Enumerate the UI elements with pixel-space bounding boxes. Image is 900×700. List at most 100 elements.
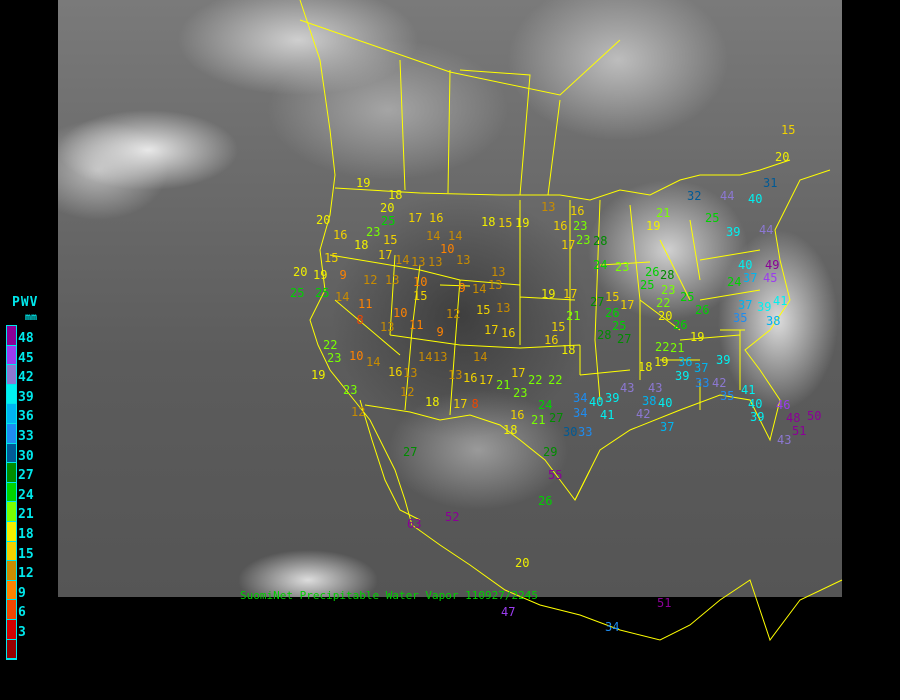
station-value: 25 — [381, 214, 396, 228]
legend-label: 33 — [18, 429, 34, 444]
station-value: 14 — [473, 350, 488, 364]
station-value: 22 — [656, 296, 671, 310]
station-value: 8 — [471, 397, 479, 411]
station-value: 44 — [759, 223, 774, 237]
legend-swatch — [7, 502, 16, 522]
station-value: 24 — [538, 398, 553, 412]
station-value: 18 — [503, 423, 518, 437]
station-value: 15 — [476, 303, 491, 317]
station-value: 26 — [695, 303, 710, 317]
station-value: 51 — [792, 424, 807, 438]
legend-unit: mm — [25, 312, 38, 323]
station-value: 26 — [645, 265, 660, 279]
station-value: 39 — [726, 225, 741, 239]
legend-swatch — [7, 423, 16, 444]
legend-label: 48 — [18, 331, 34, 346]
station-value: 15 — [551, 320, 566, 334]
legend-swatch — [7, 580, 16, 601]
station-value: 13 — [496, 301, 511, 315]
station-value: 21 — [531, 413, 546, 427]
station-value: 15 — [498, 216, 513, 230]
station-value: 38 — [642, 394, 657, 408]
station-value: 28 — [593, 234, 608, 248]
color-scale-bar — [6, 325, 17, 661]
station-value: 40 — [738, 258, 753, 272]
station-value: 13 — [385, 273, 400, 287]
us-mexico-border — [364, 404, 591, 501]
station-value: 16 — [570, 204, 585, 218]
station-value: 55 — [548, 468, 563, 482]
station-value: 18 — [638, 360, 653, 374]
station-value: 15 — [605, 290, 620, 304]
west-coastline — [299, 0, 843, 642]
station-value: 38 — [766, 314, 781, 328]
station-value: 27 — [549, 411, 564, 425]
pwv-legend: PWV mm 48 45 42 39 36 33 30 27 24 21 18 15 12 9 6 3 — [3, 295, 43, 665]
station-value: 23 — [661, 283, 676, 297]
station-value: 10 — [413, 275, 428, 289]
station-value: 17 — [378, 248, 393, 262]
station-value: 13 — [411, 255, 426, 269]
station-value: 48 — [786, 411, 801, 425]
station-value: 25 — [680, 290, 695, 304]
legend-swatch — [7, 365, 16, 385]
station-value: 19 — [356, 176, 371, 190]
station-value: 23 — [343, 383, 358, 397]
station-value: 26 — [605, 306, 620, 320]
station-value: 14 — [418, 350, 433, 364]
station-value: 37 — [743, 271, 758, 285]
station-value: 10 — [393, 306, 408, 320]
station-value: 28 — [597, 328, 612, 342]
station-value: 19 — [646, 219, 661, 233]
station-value: 23 — [576, 233, 591, 247]
station-value: 15 — [413, 289, 428, 303]
station-value: 40 — [748, 192, 763, 206]
station-value: 13 — [403, 366, 418, 380]
station-value: 22 — [548, 373, 563, 387]
station-value: 24 — [593, 258, 608, 272]
legend-label: 45 — [18, 350, 34, 366]
gulf-coast — [574, 169, 831, 501]
station-value: 14 — [395, 253, 410, 267]
station-value: 13 — [488, 278, 503, 292]
legend-label: 12 — [18, 566, 34, 582]
station-value: 34 — [573, 406, 588, 420]
station-value: 11 — [409, 318, 424, 332]
station-value: 14 — [366, 355, 381, 369]
legend-swatch — [7, 482, 16, 503]
station-value: 25 — [315, 286, 330, 300]
station-value: 52 — [445, 510, 460, 524]
station-value: 42 — [712, 376, 727, 390]
station-value: 17 — [408, 211, 423, 225]
station-value: 21 — [670, 341, 685, 355]
station-value: 13 — [456, 253, 471, 267]
map-caption: SuomiNet Precipitable Water Vapor 110927… — [240, 589, 539, 602]
station-value: 32 — [687, 189, 702, 203]
station-value: 39 — [750, 410, 765, 424]
station-value: 41 — [600, 408, 615, 422]
station-value: 18 — [425, 395, 440, 409]
legend-swatch — [7, 541, 16, 562]
legend-label: 30 — [18, 448, 34, 464]
station-value: 13 — [448, 368, 463, 382]
legend-label: 15 — [18, 546, 34, 562]
station-value: 14 — [448, 229, 463, 243]
station-value: 35 — [720, 389, 735, 403]
station-value: 39 — [675, 369, 690, 383]
legend-swatch — [7, 561, 16, 581]
station-value: 20 — [380, 201, 395, 215]
station-value: 51 — [657, 596, 672, 610]
station-value: 12 — [351, 405, 366, 419]
station-value: 17 — [484, 323, 499, 337]
station-value: 16 — [388, 365, 403, 379]
legend-label: 27 — [18, 468, 34, 484]
station-value: 35 — [733, 311, 748, 325]
legend-label: 39 — [18, 389, 34, 405]
legend-swatch — [7, 600, 16, 620]
station-value: 25 — [612, 319, 627, 333]
station-value: 16 — [333, 228, 348, 242]
legend-label: 36 — [18, 409, 34, 425]
station-value: 40 — [748, 397, 763, 411]
station-value: 33 — [695, 376, 710, 390]
